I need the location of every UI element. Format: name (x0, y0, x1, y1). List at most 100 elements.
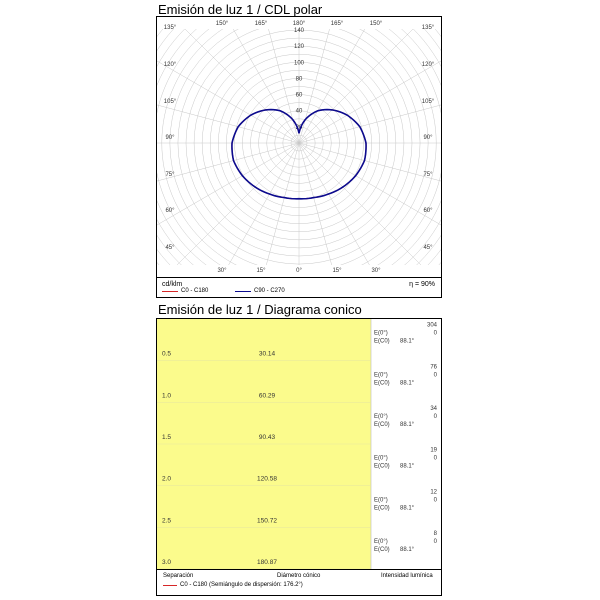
grid-spoke (157, 60, 300, 144)
angle-label-top: 150° (216, 21, 229, 27)
radial-tick-label: 40 (296, 109, 303, 115)
diameter-header: Diámetro cónico (277, 573, 321, 579)
radial-tick-label: 20 (296, 125, 303, 131)
polar-grid (157, 29, 441, 265)
row-e0-value: 34 (430, 406, 437, 412)
angle-label-right: 135° (422, 25, 435, 31)
row-ec0-label: E(C0) (374, 547, 390, 553)
row-ec0-label: E(C0) (374, 380, 390, 386)
row-angle-label: 88.1° (400, 464, 415, 470)
polar-chart: 20 40 60 80 100 120 140 135° 120° 105° 90° 75° 60° 45… (156, 16, 442, 278)
angle-label-left: 120° (164, 62, 177, 68)
row-e0-value: 19 (430, 448, 437, 454)
angle-label-bottom: 30° (217, 268, 227, 274)
row-ec0-value: 0 (434, 456, 438, 462)
angle-label-right: 105° (422, 99, 435, 105)
cone-legend-swatch (163, 584, 177, 586)
row-ec0-label: E(C0) (374, 505, 390, 511)
row-e0-label: E(0°) (374, 456, 388, 462)
grid-spoke (298, 142, 441, 182)
row-ec0-value: 0 (434, 331, 438, 337)
angle-label-bottom: 15° (332, 268, 342, 274)
grid-spoke (298, 60, 441, 144)
angle-label-top: 165° (255, 21, 268, 27)
grid-spoke (298, 29, 330, 144)
row-ec0-value: 0 (434, 372, 438, 378)
grid-spoke (298, 142, 370, 265)
polar-legend: cd/klm C0 - C180 C90 - C270 η = 90% (156, 277, 442, 298)
grid-spoke (298, 142, 422, 265)
angle-label-right: 120° (422, 62, 435, 68)
row-e0-label: E(0°) (374, 497, 388, 503)
row-e0-label: E(0°) (374, 372, 388, 378)
cone-chart-title: Emisión de luz 1 / Diagrama conico (158, 302, 362, 317)
row-separation: 2.0 (162, 476, 171, 483)
cone-legend-label: C0 - C180 (Semiángulo de dispersión: 176… (180, 582, 303, 588)
row-angle-label: 88.1° (400, 422, 415, 428)
row-separation: 0.5 (162, 351, 171, 358)
row-ec0-value: 0 (434, 539, 438, 545)
angle-label-left: 135° (164, 25, 177, 31)
grid-spoke (268, 29, 300, 144)
legend-label-c90: C90 - C270 (254, 288, 285, 294)
row-e0-value: 304 (427, 323, 438, 329)
angle-label-left: 90° (165, 135, 175, 141)
angle-label-right: 45° (423, 245, 433, 251)
row-separation: 1.5 (162, 434, 171, 441)
angle-label-top: 165° (331, 21, 344, 27)
cone-legend-item: C0 - C180 (Semiángulo de dispersión: 176… (163, 582, 303, 588)
row-ec0-label: E(C0) (374, 464, 390, 470)
row-diameter: 60.29 (259, 392, 276, 399)
grid-spoke (157, 104, 300, 144)
row-e0-value: 12 (430, 489, 437, 495)
grid-spoke (157, 142, 300, 182)
row-e0-label: E(0°) (374, 331, 388, 337)
row-e0-value: 8 (434, 531, 438, 537)
row-angle-label: 88.1° (400, 505, 415, 511)
grid-spoke (228, 142, 300, 265)
separation-header: Separación (163, 573, 194, 579)
row-e0-value: 76 (430, 364, 437, 370)
row-ec0-value: 0 (434, 414, 438, 420)
row-angle-label: 88.1° (400, 339, 415, 345)
grid-spoke (232, 29, 300, 144)
angle-label-right: 60° (423, 208, 433, 214)
polar-chart-svg: 20 40 60 80 100 120 140 135° 120° 105° 90° 75° 60° 45… (157, 21, 441, 274)
angle-label-left: 45° (165, 245, 175, 251)
grid-spoke (298, 142, 332, 265)
angle-label-left: 105° (164, 99, 177, 105)
angle-label-bottom: 0° (296, 268, 302, 274)
radial-tick-label: 100 (294, 60, 305, 66)
grid-spoke (298, 104, 441, 144)
polar-chart-title: Emisión de luz 1 / CDL polar (158, 2, 323, 17)
radial-tick-label: 120 (294, 44, 305, 50)
grid-spoke (298, 29, 414, 144)
row-angle-label: 88.1° (400, 547, 415, 553)
row-angle-label: 88.1° (400, 380, 415, 386)
angle-label-bottom: 30° (371, 268, 381, 274)
row-diameter: 120.58 (257, 476, 277, 483)
efficiency-label: η = 90% (409, 281, 435, 288)
row-diameter: 90.43 (259, 434, 276, 441)
grid-spoke (157, 142, 300, 226)
grid-spoke (298, 142, 441, 226)
cone-diagram-svg: 0.5 30.14 E(0°) E(C0) 88.1° 304 0 1.0 60.29 E(0°)… (157, 319, 438, 570)
grid-spoke (184, 29, 300, 144)
intensity-header: Intensidad lumínica (381, 573, 433, 579)
cone-footer: Separación Diámetro cónico Intensidad lu… (156, 570, 442, 596)
angle-label-bottom: 15° (256, 268, 266, 274)
row-separation: 2.5 (162, 517, 171, 524)
row-separation: 3.0 (162, 559, 171, 566)
row-ec0-label: E(C0) (374, 339, 390, 345)
legend-swatch-c0 (162, 290, 178, 292)
unit-label: cd/klm (162, 281, 183, 288)
angle-label-left: 60° (165, 208, 175, 214)
grid-spoke (298, 29, 366, 144)
row-ec0-label: E(C0) (374, 422, 390, 428)
row-ec0-value: 0 (434, 497, 438, 503)
series-line-c90-c270 (231, 108, 367, 200)
cone-diagram: 0.5 30.14 E(0°) E(C0) 88.1° 304 0 1.0 60.29 E(0°)… (156, 318, 442, 570)
row-separation: 1.0 (162, 392, 171, 399)
angle-label-top: 180° (293, 21, 306, 27)
angle-label-right: 90° (423, 135, 433, 141)
